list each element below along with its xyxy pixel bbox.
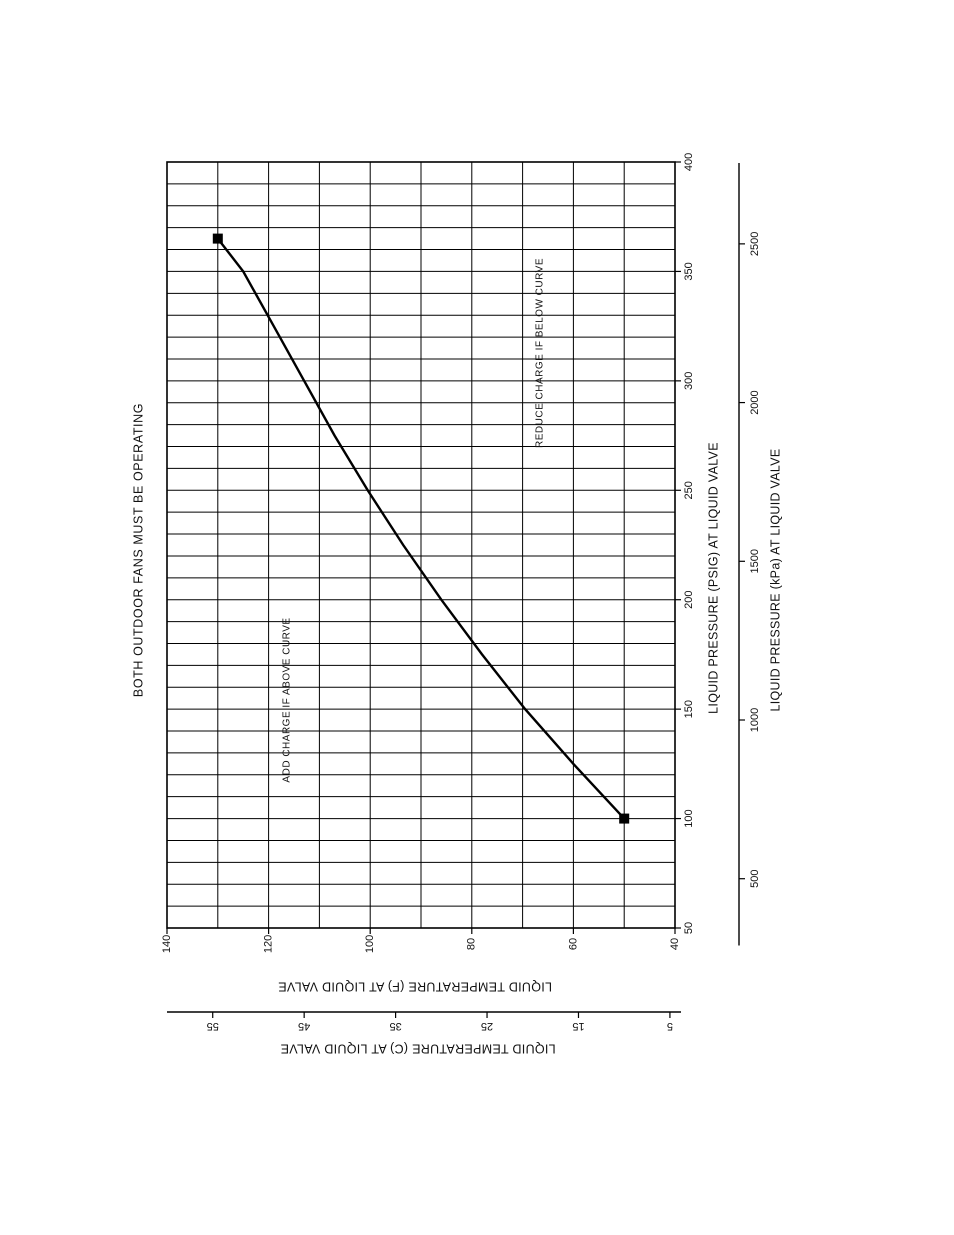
x-axis-title-psig: LIQUID PRESSURE (PSIG) AT LIQUID VALVE — [706, 442, 720, 714]
reduce-charge-annotation: REDUCE CHARGE IF BELOW CURVE — [535, 258, 546, 448]
chart-title: BOTH OUTDOOR FANS MUST BE OPERATING — [131, 403, 145, 697]
y-tick-label: 40 — [669, 938, 681, 950]
y-tick-label: 100 — [364, 935, 376, 953]
y2-tick-label: 45 — [298, 1020, 310, 1032]
y-tick-label: 80 — [466, 938, 478, 950]
y2-tick-label: 5 — [667, 1020, 673, 1032]
x-tick-label: 400 — [683, 153, 695, 171]
y2-tick-label: 35 — [389, 1020, 401, 1032]
x-axis-title-kpa: LIQUID PRESSURE (kPa) AT LIQUID VALVE — [768, 448, 782, 711]
grid-lines — [166, 161, 676, 929]
y-tick-label: 60 — [567, 938, 579, 950]
y-axis-title-celsius: LIQUID TEMPERATURE (C) AT LIQUID VALVE — [280, 1042, 555, 1056]
add-charge-annotation: ADD CHARGE IF ABOVE CURVE — [282, 617, 293, 782]
x-tick-label: 50 — [683, 922, 695, 934]
x2-tick-label: 2500 — [749, 232, 761, 256]
x-tick-label: 250 — [683, 481, 695, 499]
x-tick-label: 350 — [683, 262, 695, 280]
y2-tick-label: 25 — [481, 1020, 493, 1032]
plot-frame — [166, 161, 676, 929]
x-tick-label: 150 — [683, 700, 695, 718]
x-tick-label: 100 — [683, 809, 695, 827]
x-tick-label: 200 — [683, 591, 695, 609]
x2-tick-label: 1500 — [749, 549, 761, 573]
x2-tick-label: 2000 — [749, 390, 761, 414]
y-axis-title-fahrenheit: LIQUID TEMPERATURE (F) AT LIQUID VALVE — [278, 980, 552, 994]
y-tick-label: 120 — [263, 935, 275, 953]
y2-tick-label: 15 — [572, 1020, 584, 1032]
x-tick-label: 300 — [683, 372, 695, 390]
endpoint-marker-low — [619, 813, 630, 824]
y2-tick-label: 55 — [207, 1020, 219, 1032]
endpoint-marker-high — [212, 233, 223, 244]
charge-curve — [216, 237, 626, 820]
x2-tick-label: 1000 — [749, 708, 761, 732]
x2-tick-label: 500 — [749, 870, 761, 888]
y-tick-label: 140 — [161, 935, 173, 953]
